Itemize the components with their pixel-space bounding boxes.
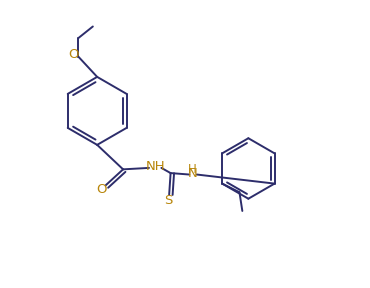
Text: S: S [164, 194, 173, 207]
Text: N: N [188, 167, 197, 180]
Text: O: O [68, 48, 78, 61]
Text: O: O [96, 183, 107, 196]
Text: NH: NH [145, 160, 165, 173]
Text: H: H [188, 163, 197, 176]
